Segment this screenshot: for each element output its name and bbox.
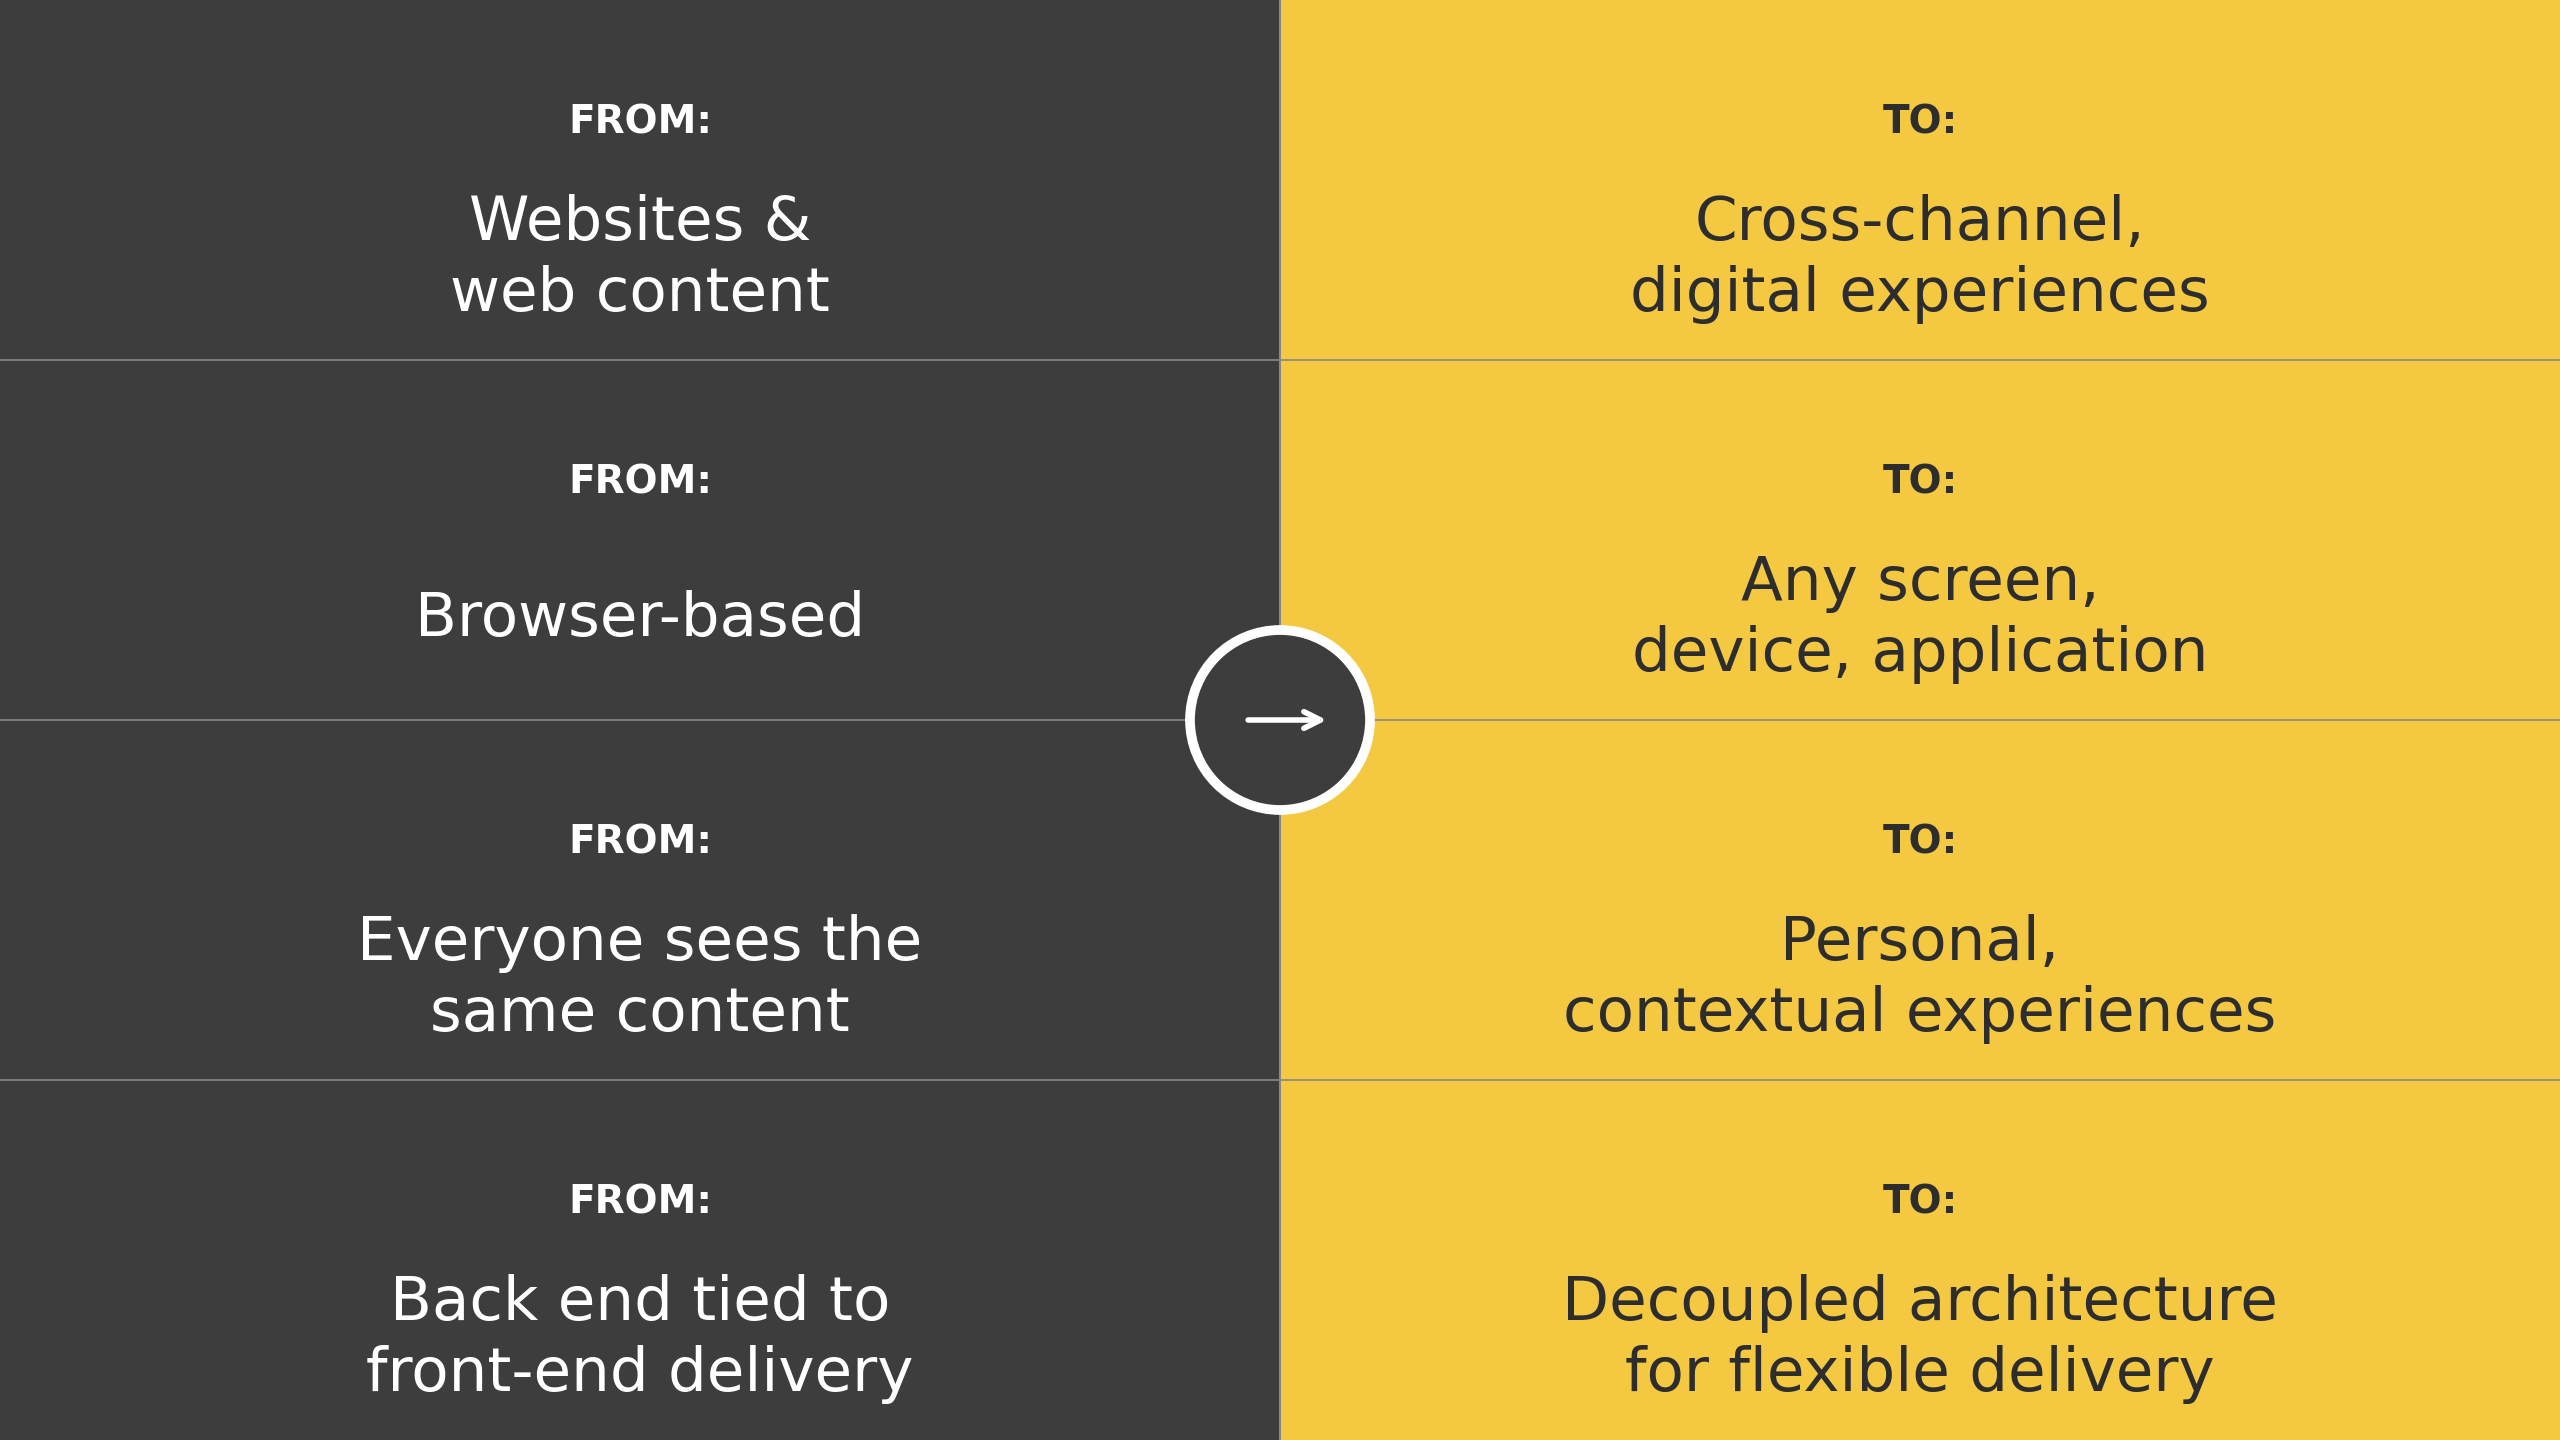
Text: FROM:: FROM: [568, 1184, 712, 1221]
Text: Personal,
contextual experiences: Personal, contextual experiences [1564, 914, 2276, 1044]
Text: TO:: TO: [1882, 464, 1958, 501]
Text: TO:: TO: [1882, 824, 1958, 861]
Text: Any screen,
device, application: Any screen, device, application [1631, 554, 2209, 684]
Text: Browser-based: Browser-based [415, 590, 865, 648]
Text: Decoupled architecture
for flexible delivery: Decoupled architecture for flexible deli… [1562, 1274, 2278, 1404]
Text: TO:: TO: [1882, 1184, 1958, 1221]
Bar [0, 360, 1280, 720]
Bar [0, 720, 1280, 1080]
Text: FROM:: FROM: [568, 824, 712, 861]
Bar [1280, 0, 2560, 360]
Text: Websites &
web content: Websites & web content [451, 194, 829, 324]
Text: Everyone sees the
same content: Everyone sees the same content [358, 914, 922, 1044]
Bar [0, 0, 1280, 360]
Bar [1280, 1080, 2560, 1440]
Text: Back end tied to
front-end delivery: Back end tied to front-end delivery [366, 1274, 914, 1404]
Bar [1280, 360, 2560, 720]
Text: FROM:: FROM: [568, 464, 712, 501]
Text: Cross-channel,
digital experiences: Cross-channel, digital experiences [1631, 194, 2209, 324]
Bar [1280, 720, 2560, 1080]
Ellipse shape [1193, 634, 1367, 806]
Text: TO:: TO: [1882, 104, 1958, 141]
Bar [0, 1080, 1280, 1440]
Text: FROM:: FROM: [568, 104, 712, 141]
